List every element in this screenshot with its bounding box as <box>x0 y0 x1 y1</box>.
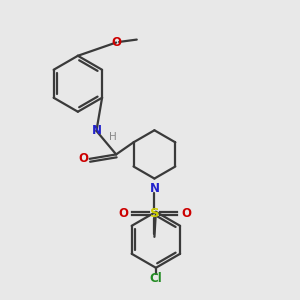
Text: H: H <box>109 132 117 142</box>
Text: N: N <box>92 124 101 137</box>
Text: O: O <box>111 36 121 49</box>
Text: N: N <box>149 182 159 195</box>
Text: O: O <box>78 152 88 165</box>
Text: O: O <box>181 207 191 220</box>
Text: Cl: Cl <box>149 272 162 285</box>
Text: O: O <box>118 207 128 220</box>
Text: S: S <box>150 207 159 220</box>
